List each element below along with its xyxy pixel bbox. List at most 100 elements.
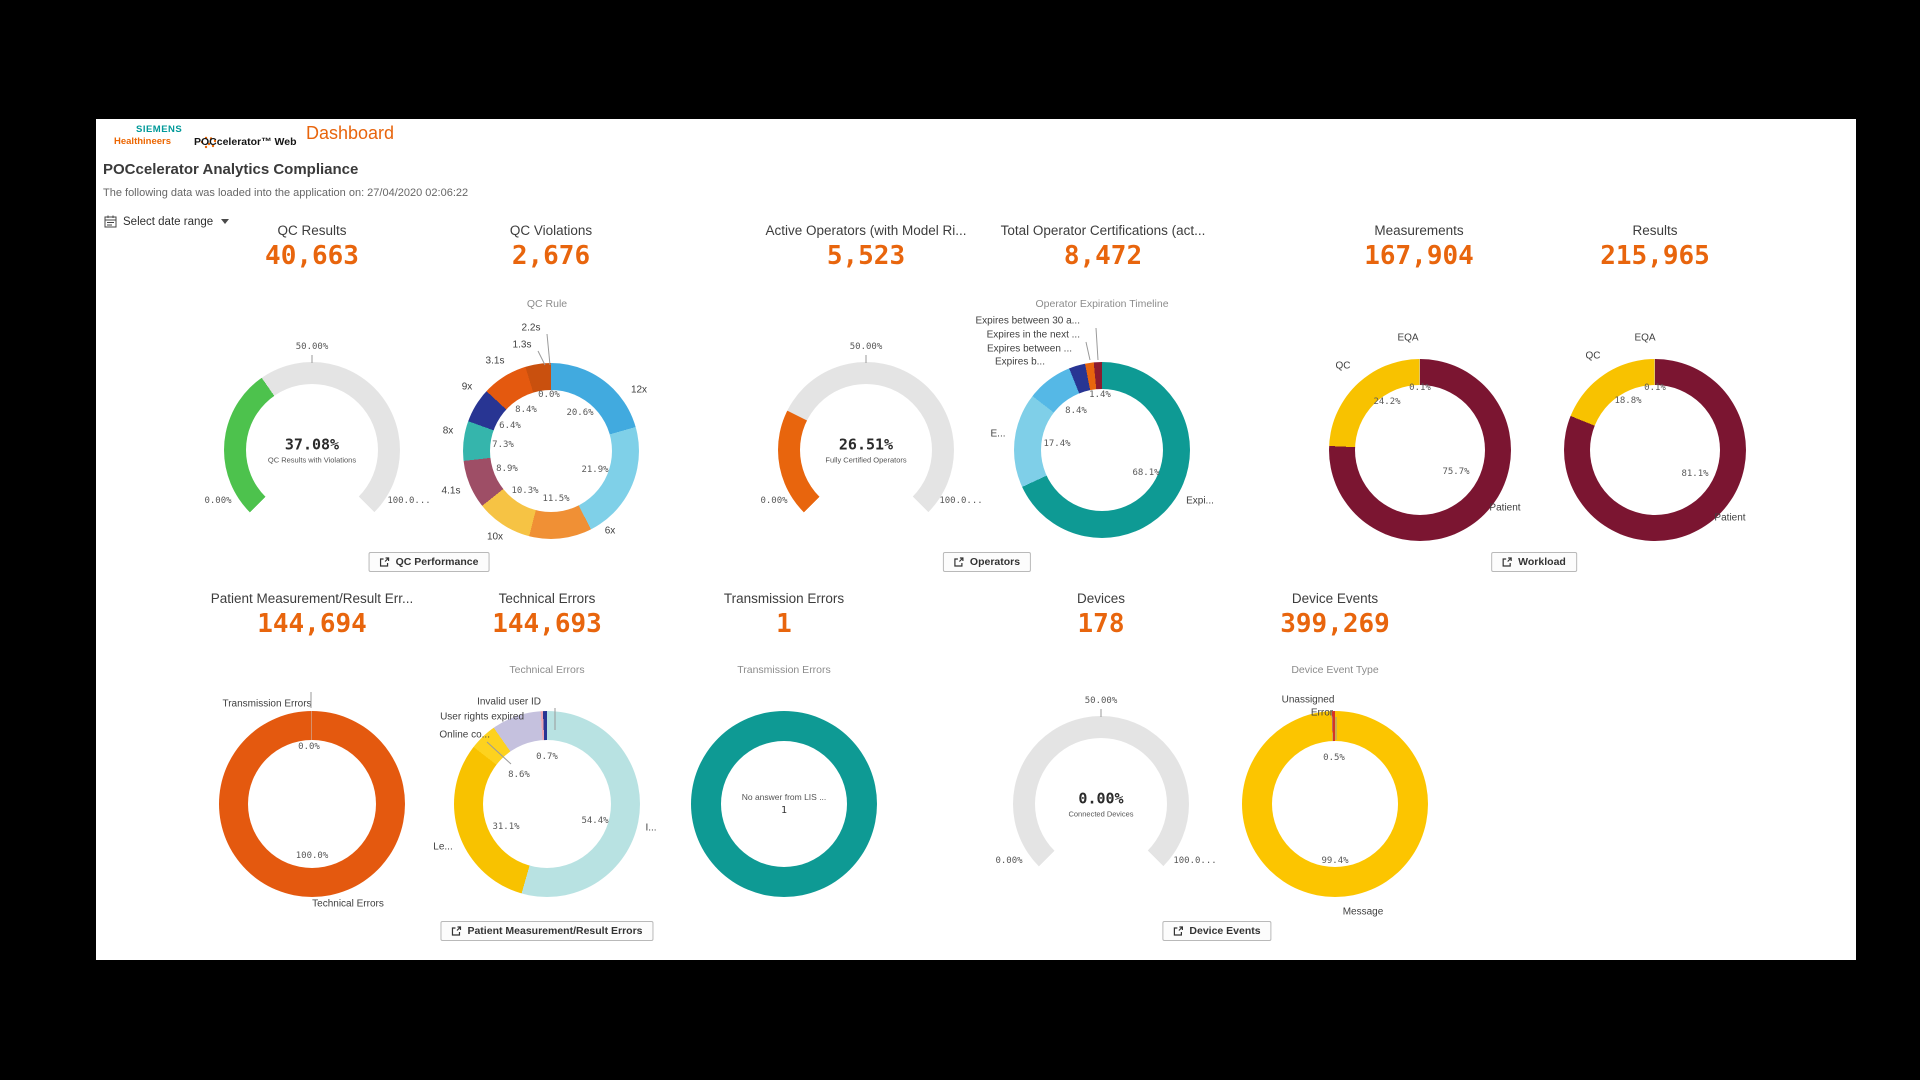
page-name: Dashboard [306, 123, 395, 143]
date-range-selector[interactable]: Select date range [104, 215, 230, 228]
kpi-devices: Devices 178 [1077, 591, 1125, 639]
segment-label: 50.00% [1084, 696, 1118, 706]
segment-label: 17.4% [1043, 439, 1071, 449]
kpi-qc-results: QC Results 40,663 [265, 223, 359, 271]
segment-label: EQA [1634, 332, 1656, 344]
device-events-button[interactable]: Device Events [1162, 921, 1272, 941]
segment-label: 8.4% [515, 405, 537, 415]
kpi-label: Patient Measurement/Result Err... [210, 591, 414, 606]
segment-label: 0.5% [1323, 753, 1345, 763]
segment-label: 0.00% [995, 856, 1023, 866]
segment-label: 100.0... [1173, 856, 1217, 866]
kpi-total-certs: Total Operator Certifications (act... 8,4… [1001, 223, 1206, 271]
donut-hole [721, 741, 847, 867]
donut-hole [246, 384, 378, 516]
dashboard-canvas: SIEMENS Healthineers POCcelerator™ Web D… [96, 119, 1856, 960]
segment-label: 0.7% [536, 752, 558, 762]
external-link-icon [379, 557, 390, 567]
donut-hole [1041, 389, 1163, 511]
center-label: Fully Certified Operators [825, 455, 907, 465]
external-link-icon [1173, 926, 1183, 936]
kpi-value: 2,676 [511, 241, 591, 271]
segment-label: Patient [1714, 512, 1746, 524]
segment-label: 12x [630, 384, 648, 396]
kpi-pm-errors: Patient Measurement/Result Err... 144,694 [211, 591, 414, 639]
page-title: POCcelerator Analytics Compliance [103, 161, 359, 178]
segment-label: Patient [1489, 502, 1521, 514]
chart-center-text: 26.51% Fully Certified Operators [806, 436, 926, 465]
segment-label: 8x [442, 425, 454, 437]
date-range-label: Select date range [123, 215, 214, 228]
kpi-transmission-errors: Transmission Errors 1 [724, 591, 844, 639]
segment-label: 100.0... [387, 496, 431, 506]
kpi-label: Devices [1076, 591, 1126, 606]
center-value: 26.51% [838, 435, 894, 454]
segment-label: Le... [433, 841, 453, 853]
segment-label: 6.4% [499, 421, 521, 431]
external-link-icon [1502, 557, 1512, 567]
segment-label: E... [990, 428, 1006, 440]
segment-label: 10x [486, 531, 504, 543]
segment-label: 11.5% [542, 494, 570, 504]
center-value: 1 [780, 805, 788, 816]
external-link-icon [451, 926, 462, 936]
center-value: 0.00% [1078, 789, 1124, 808]
chart-center-text: No answer from LIS ... 1 [724, 792, 844, 816]
kpi-measurements: Measurements 167,904 [1364, 223, 1474, 271]
segment-label: 8.4% [1065, 406, 1087, 416]
button-label: QC Performance [395, 556, 479, 568]
kpi-device-events: Device Events 399,269 [1280, 591, 1390, 639]
brand-siemens: SIEMENS [136, 124, 183, 135]
segment-label: 54.4% [581, 816, 609, 826]
chart-center-text: 0.00% Connected Devices [1041, 790, 1161, 819]
kpi-value: 178 [1077, 609, 1125, 639]
operators-button[interactable]: Operators [942, 552, 1032, 572]
segment-label: Online co... [439, 729, 490, 741]
calendar-icon [104, 215, 117, 228]
donut-hole [800, 384, 932, 516]
segment-label: 0.1% [1409, 383, 1431, 393]
donut-hole [490, 390, 612, 512]
segment-label: Expires between 30 a... [975, 315, 1080, 327]
chart-title: QC Rule [526, 298, 568, 310]
kpi-label: Active Operators (with Model Ri... [765, 223, 967, 238]
center-label: QC Results with Violations [267, 455, 357, 465]
segment-label: 20.6% [566, 408, 594, 418]
segment-label: 3.1s [485, 355, 505, 367]
kpi-technical-errors: Technical Errors 144,693 [492, 591, 602, 639]
kpi-label: QC Violations [509, 223, 593, 238]
segment-label: 8.9% [496, 464, 518, 474]
chart-title: Device Event Type [1291, 664, 1379, 676]
segment-label: 0.0% [538, 390, 560, 400]
segment-label: 0.00% [760, 496, 788, 506]
pm-result-errors-button[interactable]: Patient Measurement/Result Errors [440, 921, 654, 941]
segment-label: I... [645, 822, 657, 834]
kpi-label: Device Events [1291, 591, 1379, 606]
segment-label: 100.0... [939, 496, 983, 506]
segment-label: 9x [461, 381, 473, 393]
kpi-label: Transmission Errors [723, 591, 845, 606]
segment-label: QC [1335, 360, 1351, 372]
button-label: Operators [969, 556, 1021, 568]
segment-label: 1.3s [512, 339, 532, 351]
kpi-active-operators: Active Operators (with Model Ri... 5,523 [765, 223, 966, 271]
kpi-value: 40,663 [265, 241, 359, 271]
segment-label: Expi... [1186, 495, 1214, 507]
workload-button[interactable]: Workload [1491, 552, 1577, 572]
segment-label: 0.0% [298, 742, 320, 752]
button-label: Patient Measurement/Result Errors [467, 925, 643, 937]
button-label: Workload [1518, 556, 1566, 568]
segment-label: 100.0% [295, 851, 329, 861]
segment-label: 10.3% [511, 486, 539, 496]
kpi-value: 1 [776, 609, 792, 639]
segment-label: 18.8% [1614, 396, 1642, 406]
segment-label: 50.00% [295, 342, 329, 352]
segment-label: EQA [1397, 332, 1419, 344]
segment-label: User rights expired [440, 711, 524, 723]
segment-label: Expires in the next ... [986, 329, 1080, 341]
chart-center-text: 37.08% QC Results with Violations [252, 436, 372, 465]
center-label: No answer from LIS ... [741, 792, 827, 802]
qc-performance-button[interactable]: QC Performance [368, 552, 490, 572]
donut-hole [1590, 385, 1720, 515]
segment-label: 0.00% [204, 496, 232, 506]
